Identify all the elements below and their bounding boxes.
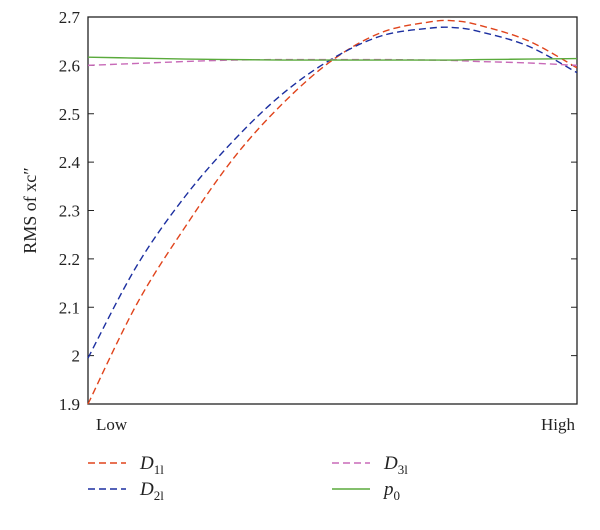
y-axis: 1.9 2 2.1 2.2 2.3 2.4 2.5 2.6 2.7 bbox=[59, 8, 577, 414]
y-tick-label: 2.4 bbox=[59, 153, 81, 172]
y-tick-label: 2 bbox=[72, 347, 81, 366]
legend-label: p0 bbox=[382, 479, 400, 503]
y-tick-label: 1.9 bbox=[59, 395, 80, 414]
series-line-p0 bbox=[87, 56, 578, 61]
y-tick-label: 2.6 bbox=[59, 56, 80, 75]
legend-label: D2l bbox=[139, 479, 164, 503]
y-tick-label: 2.7 bbox=[59, 8, 81, 27]
plot-border bbox=[87, 16, 578, 405]
plot-area bbox=[87, 16, 578, 405]
series-line-D2l bbox=[87, 26, 578, 359]
y-tick-label: 2.2 bbox=[59, 250, 80, 269]
series-layer bbox=[87, 19, 578, 405]
legend: D1l D3l D2l p0 bbox=[88, 453, 408, 503]
y-axis-label: RMS of xc″ bbox=[20, 167, 40, 254]
series-line-D1l bbox=[87, 19, 578, 405]
legend-item-D1l: D1l bbox=[88, 453, 164, 477]
x-tick-label-high: High bbox=[541, 415, 576, 434]
legend-label: D1l bbox=[139, 453, 164, 477]
legend-item-p0: p0 bbox=[332, 479, 400, 503]
legend-label: D3l bbox=[383, 453, 408, 477]
legend-item-D3l: D3l bbox=[332, 453, 408, 477]
x-axis: Low High bbox=[96, 415, 576, 434]
y-tick-label: 2.3 bbox=[59, 202, 80, 221]
x-tick-label-low: Low bbox=[96, 415, 128, 434]
y-tick-label: 2.5 bbox=[59, 105, 80, 124]
y-tick-label: 2.1 bbox=[59, 298, 80, 317]
legend-item-D2l: D2l bbox=[88, 479, 164, 503]
